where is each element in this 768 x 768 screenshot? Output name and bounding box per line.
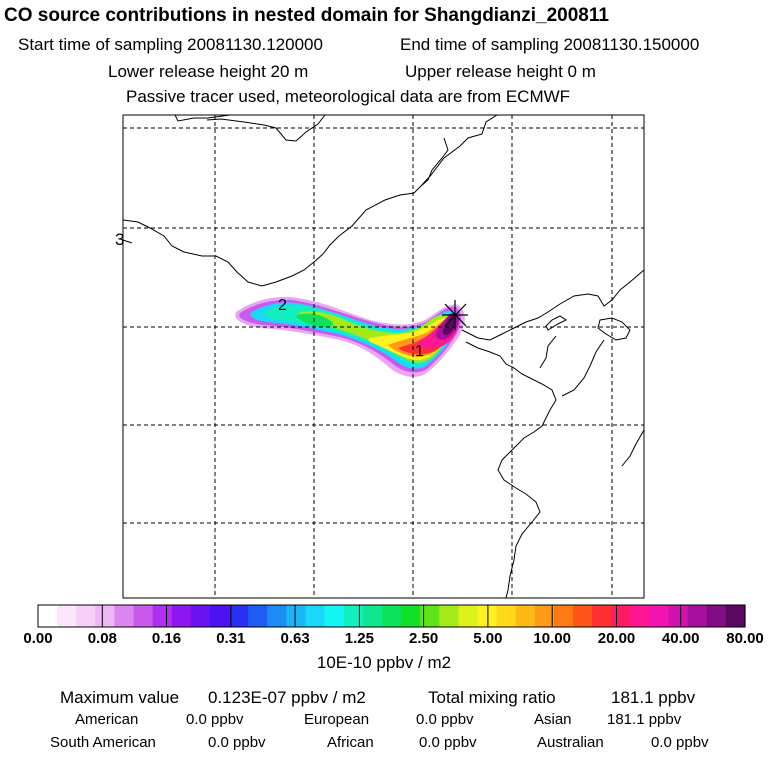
plume-marker-1: 1 [415,343,424,360]
colorbar-tick-label: 0.31 [216,630,246,647]
colorbar-cell [171,605,192,627]
colorbar-cell [534,605,555,627]
colorbar-cell [515,605,536,627]
colorbar-cell [267,605,288,627]
colorbar-cell [362,605,383,627]
colorbar-cell [343,605,364,627]
colorbar-cell [57,605,77,627]
colorbar-cell [286,605,307,627]
colorbar-cell [649,605,670,627]
map-edge-label: 3 [115,230,124,249]
colorbar-cell [305,605,326,627]
colorbar-cell [439,605,459,627]
total-mixing-value: 181.1 ppbv [611,688,696,707]
colorbar-cell [209,605,230,627]
plume-marker-2: 2 [278,297,287,314]
upper-release-label: Upper release height 0 m [405,62,596,81]
colorbar-cell [706,605,727,627]
colorbar-cell [553,605,574,627]
region-value: 0.0 ppbv [651,734,709,751]
colorbar-tick-label: 20.00 [597,630,636,647]
region-value: 0.0 ppbv [416,711,474,728]
colorbar-cell [477,605,498,627]
colorbar-cell [687,605,708,627]
map-frame [122,114,645,599]
start-time-label: Start time of sampling 20081130.120000 [18,35,323,54]
colorbar-tick-label: 0.16 [151,630,182,647]
region-name: South American [50,734,156,751]
lower-release-label: Lower release height 20 m [108,62,309,81]
colorbar-tick-label: 10.00 [533,630,571,647]
receptor-station-marker [442,300,468,330]
tracer-note: Passive tracer used, meteorological data… [126,87,571,106]
lat-lon-grid [123,115,644,598]
colorbar-unit: 10E-10 ppbv / m2 [316,653,452,672]
colorbar-cell [152,605,173,627]
region-value: 0.0 ppbv [208,734,266,751]
colorbar-tick-label: 0.00 [23,630,53,647]
plume-green-pocket [296,313,334,327]
colorbar-cell [38,605,58,627]
colorbar-cell [76,605,96,627]
colorbar-tick-label: 5.00 [473,630,503,647]
region-name: Australian [537,734,604,751]
colorbar-tick-label: 0.08 [87,630,117,647]
colorbar-cell [381,605,402,627]
region-value: 0.0 ppbv [186,711,244,728]
total-mixing-label: Total mixing ratio [428,688,556,707]
region-name: European [304,711,370,728]
region-name: African [327,734,374,751]
region-value: 181.1 ppbv [607,711,682,728]
figure-title: CO source contributions in nested domain… [4,5,609,26]
end-time-label: End time of sampling 20081130.150000 [400,35,700,54]
colorbar-cell [420,605,440,627]
colorbar-cell [668,605,689,627]
region-name: Asian [534,711,572,728]
max-value: 0.123E-07 ppbv / m2 [208,688,366,707]
colorbar-cell [401,605,421,627]
region-name: American [75,711,139,728]
colorbar-cell [592,605,612,627]
colorbar-cell [324,605,345,627]
colorbar-tick-label: 2.50 [408,630,439,647]
colorbar-cell [95,605,116,627]
colorbar-cell [611,605,631,627]
colorbar-cell [248,605,268,627]
colorbar-cell [573,605,593,627]
colorbar-cell [630,605,651,627]
colorbar-cell [229,605,249,627]
colorbar-cell [114,605,135,627]
colorbar-tick-label: 1.25 [344,630,374,647]
colorbar-tick-label: 0.63 [280,630,310,647]
colorbar-cell [133,605,154,627]
colorbar-cell [458,605,479,627]
colorbar-cell [190,605,211,627]
colorbar-tick-label: 40.00 [661,630,700,647]
plume-core [442,314,457,335]
region-value: 0.0 ppbv [419,734,477,751]
colorbar-tick-label: 80.00 [726,630,764,647]
max-value-label: Maximum value [60,688,180,707]
colorbar-cell [496,605,517,627]
colorbar-cell [725,605,746,627]
